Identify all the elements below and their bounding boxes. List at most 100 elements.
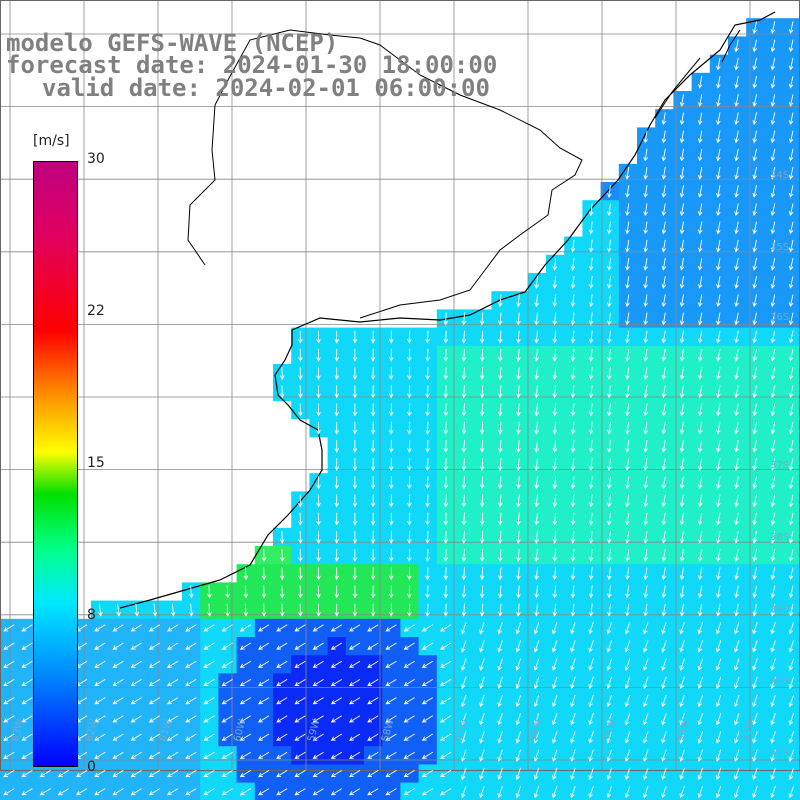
wind-arrow bbox=[661, 622, 667, 635]
wind-arrow bbox=[203, 770, 215, 778]
wind-arrow bbox=[788, 312, 794, 326]
wind-arrow bbox=[661, 276, 667, 289]
wind-arrow bbox=[516, 494, 521, 508]
wind-arrow bbox=[643, 367, 648, 380]
wind-arrow bbox=[334, 549, 339, 563]
wind-arrow bbox=[57, 788, 70, 796]
wind-arrow bbox=[607, 403, 612, 417]
wind-arrow bbox=[497, 530, 503, 544]
wind-arrow bbox=[443, 312, 449, 326]
wind-arrow bbox=[385, 770, 397, 778]
wind-arrow bbox=[443, 567, 449, 581]
wind-arrow bbox=[752, 403, 758, 417]
wind-arrow bbox=[679, 276, 685, 289]
wind-arrow bbox=[625, 385, 630, 399]
wind-arrow bbox=[679, 166, 685, 180]
wind-arrow bbox=[752, 348, 758, 362]
wind-arrow bbox=[570, 512, 576, 526]
wind-arrow bbox=[497, 458, 503, 472]
wind-arrow bbox=[552, 494, 558, 508]
wind-arrow bbox=[443, 348, 449, 362]
wind-arrow bbox=[643, 512, 648, 526]
colorbar-unit: [m/s] bbox=[33, 133, 70, 149]
wind-arrow bbox=[497, 640, 503, 653]
wind-arrow bbox=[716, 312, 721, 326]
wind-arrow bbox=[479, 622, 485, 635]
wind-arrow bbox=[588, 330, 594, 344]
wind-arrow bbox=[461, 385, 467, 399]
wind-arrow bbox=[316, 530, 321, 544]
wind-arrow bbox=[588, 694, 594, 708]
wind-arrow bbox=[716, 476, 721, 490]
wind-arrow bbox=[752, 567, 758, 581]
wind-arrow bbox=[679, 494, 685, 508]
wind-arrow bbox=[352, 567, 358, 581]
wind-arrow bbox=[258, 788, 270, 796]
wind-arrow bbox=[716, 458, 721, 471]
wind-arrow bbox=[552, 640, 558, 653]
wind-arrow bbox=[294, 697, 306, 705]
wind-arrow bbox=[734, 294, 739, 308]
wind-arrow bbox=[367, 788, 379, 796]
wind-arrow bbox=[479, 658, 485, 671]
wind-arrow bbox=[570, 276, 576, 290]
wind-arrow bbox=[625, 494, 630, 508]
wind-arrow bbox=[661, 767, 667, 781]
wind-arrow bbox=[167, 733, 179, 741]
wind-arrow bbox=[479, 731, 485, 744]
wind-arrow bbox=[607, 257, 612, 271]
wind-arrow bbox=[352, 348, 358, 362]
wind-arrow bbox=[261, 585, 267, 599]
wind-arrow bbox=[770, 75, 776, 89]
wind-arrow bbox=[643, 257, 648, 271]
wind-arrow bbox=[388, 385, 394, 399]
wind-arrow bbox=[788, 603, 794, 617]
wind-arrow bbox=[570, 567, 576, 581]
wind-arrow bbox=[715, 622, 722, 635]
wind-arrow bbox=[385, 624, 397, 632]
wind-arrow bbox=[570, 476, 576, 490]
wind-arrow bbox=[552, 276, 558, 290]
wind-arrow bbox=[570, 785, 576, 799]
wind-arrow bbox=[497, 367, 503, 381]
wind-arrow bbox=[440, 788, 452, 796]
wind-arrow bbox=[552, 385, 558, 399]
wind-arrow bbox=[588, 622, 594, 635]
wind-arrow bbox=[606, 640, 613, 653]
wind-arrow bbox=[461, 312, 467, 326]
wind-arrow bbox=[679, 330, 685, 344]
wind-arrow bbox=[497, 476, 503, 490]
wind-arrow bbox=[679, 458, 685, 471]
wind-arrow bbox=[258, 697, 270, 705]
wind-arrow bbox=[167, 715, 179, 723]
wind-arrow bbox=[276, 770, 288, 778]
wind-arrow bbox=[643, 276, 648, 289]
wind-arrow bbox=[3, 642, 15, 650]
wind-arrow bbox=[334, 494, 339, 508]
wind-arrow bbox=[734, 367, 739, 380]
wind-arrow bbox=[461, 640, 467, 653]
wind-arrow bbox=[258, 624, 270, 632]
wind-arrow bbox=[788, 94, 794, 107]
wind-arrow bbox=[661, 694, 667, 708]
wind-arrow bbox=[407, 367, 412, 381]
wind-arrow bbox=[734, 276, 739, 289]
wind-arrow bbox=[661, 640, 667, 653]
wind-arrow bbox=[570, 421, 576, 435]
wind-arrow bbox=[388, 512, 394, 526]
wind-arrow bbox=[425, 603, 430, 617]
wind-arrow bbox=[606, 731, 613, 744]
wind-arrow bbox=[349, 624, 361, 632]
wind-arrow bbox=[661, 403, 667, 417]
wind-arrow bbox=[752, 676, 758, 690]
wind-arrow bbox=[403, 679, 415, 687]
wind-arrow bbox=[185, 660, 197, 668]
wind-arrow bbox=[697, 603, 703, 617]
wind-arrow bbox=[697, 348, 703, 362]
wind-arrow bbox=[3, 733, 15, 741]
wind-arrow bbox=[497, 294, 503, 308]
wind-arrow bbox=[716, 530, 721, 544]
wind-arrow bbox=[407, 567, 412, 581]
wind-arrow bbox=[606, 658, 613, 671]
wind-arrow bbox=[716, 257, 721, 271]
